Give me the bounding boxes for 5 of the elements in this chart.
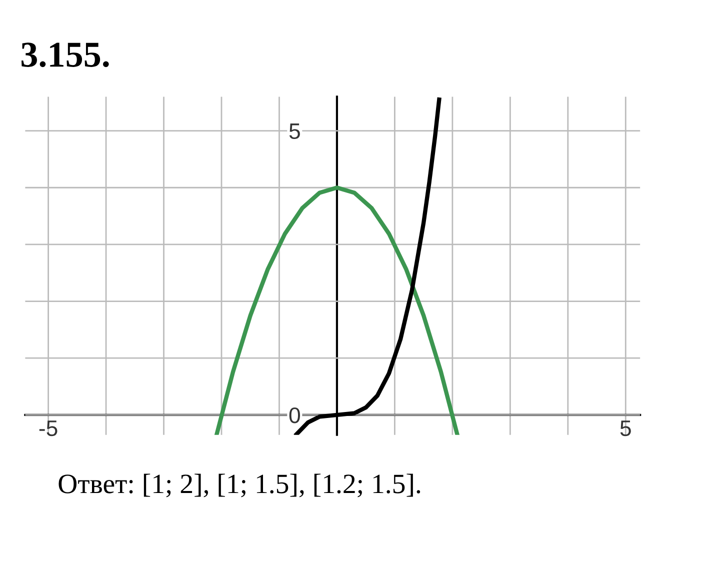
text: Ответ: [1; 2], [1; 1.5], [1.2; 1.5].	[58, 474, 420, 498]
y-tick-label: 0	[289, 407, 300, 424]
line-series	[214, 186, 460, 435]
x-tick-label: -5	[39, 420, 58, 436]
chart-title: 3.155.	[22, 42, 109, 68]
